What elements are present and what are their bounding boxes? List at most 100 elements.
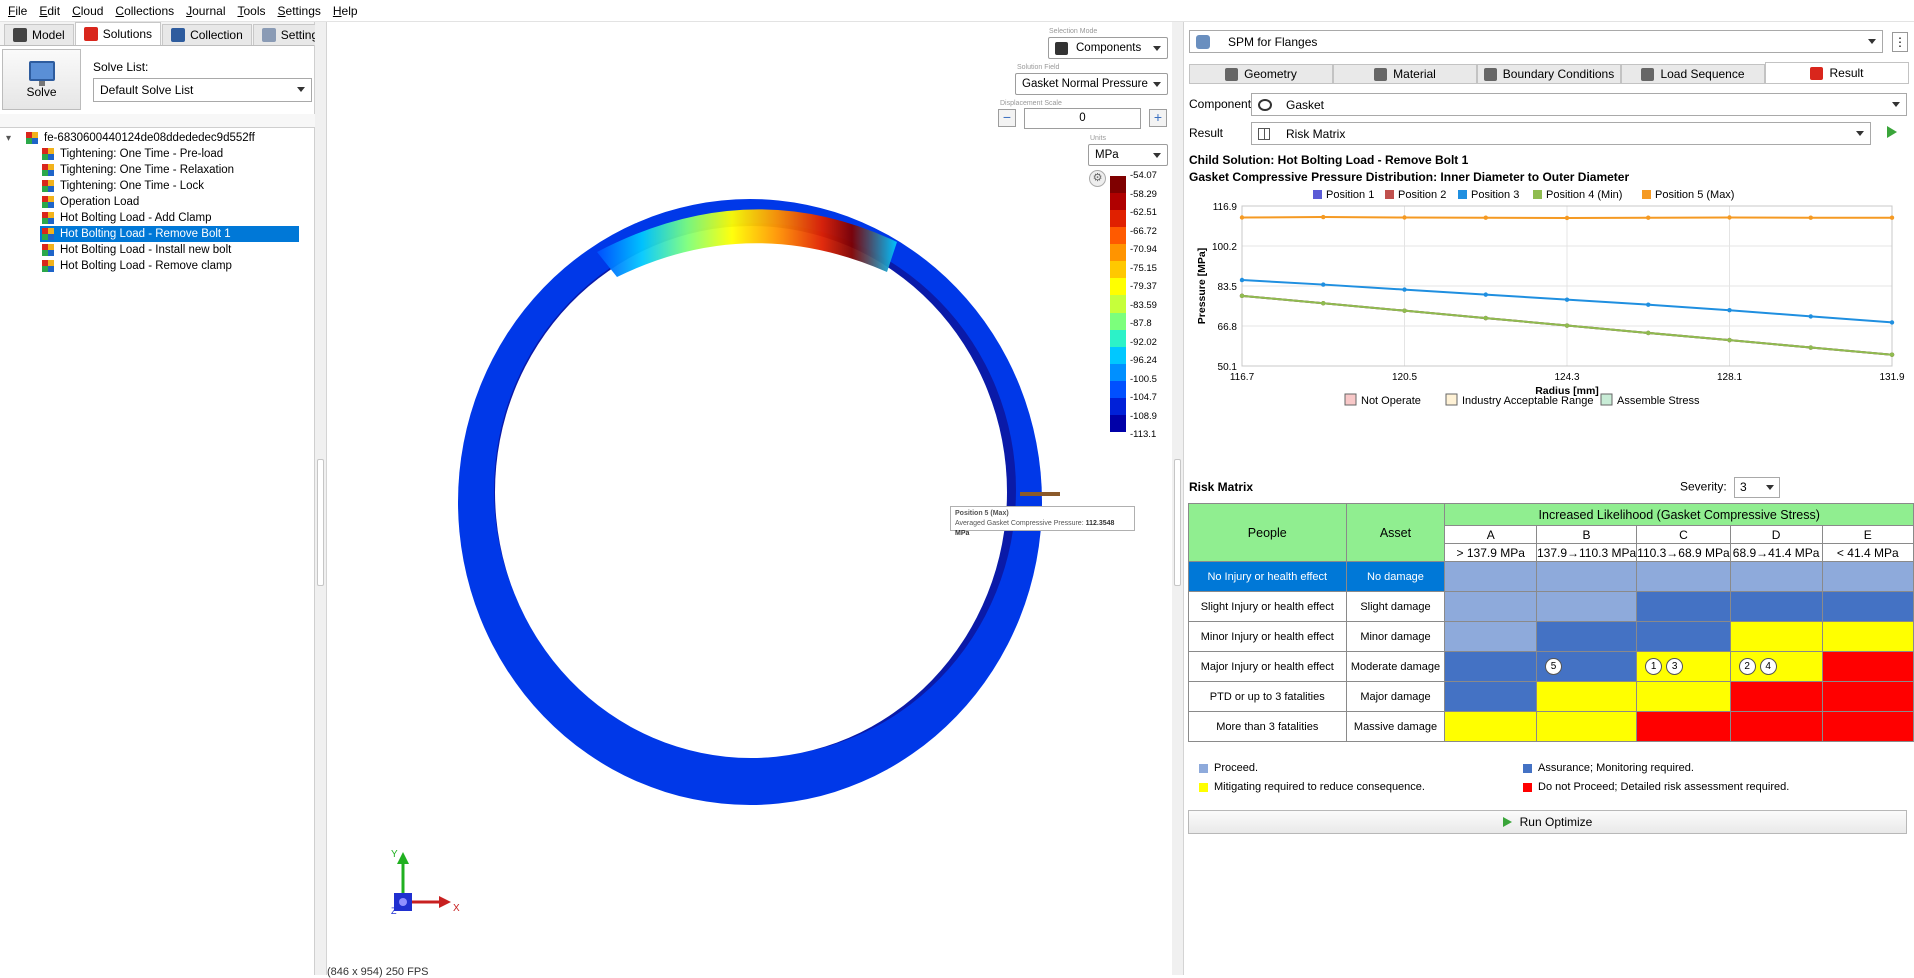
right-splitter[interactable]	[1172, 22, 1184, 975]
position-marker[interactable]: 1	[1645, 658, 1663, 675]
component-dropdown[interactable]: Gasket	[1251, 93, 1907, 116]
tab-load-sequence[interactable]: Load Sequence	[1621, 64, 1765, 84]
menu-cloud[interactable]: Cloud	[72, 3, 104, 18]
matrix-cell[interactable]	[1821, 591, 1914, 622]
matrix-cell[interactable]	[1821, 621, 1914, 652]
solve-list-dropdown[interactable]: Default Solve List	[93, 78, 312, 102]
matrix-cell[interactable]	[1444, 621, 1537, 652]
tab-solutions[interactable]: Solutions	[74, 22, 162, 45]
matrix-cell[interactable]	[1444, 561, 1537, 592]
matrix-cell[interactable]	[1821, 711, 1914, 742]
people-cell[interactable]: Minor Injury or health effect	[1188, 621, 1347, 652]
key-label: Do not Proceed; Detailed risk assessment…	[1538, 781, 1790, 793]
matrix-cell[interactable]	[1535, 621, 1638, 652]
menu-collections[interactable]: Collections	[115, 3, 175, 18]
tree-item[interactable]: Hot Bolting Load - Remove Bolt 1	[40, 226, 299, 242]
asset-cell[interactable]: Major damage	[1345, 681, 1446, 712]
matrix-cell[interactable]	[1821, 681, 1914, 712]
go-arrow-icon[interactable]	[1887, 126, 1897, 138]
more-options-button[interactable]: ⋮	[1892, 32, 1908, 52]
matrix-cell[interactable]	[1444, 651, 1537, 682]
tree-item[interactable]: Operation Load	[40, 194, 299, 210]
solve-button[interactable]: Solve	[2, 49, 81, 110]
tab-settings[interactable]: Settings	[252, 24, 334, 45]
matrix-cell[interactable]	[1535, 711, 1638, 742]
matrix-cell[interactable]	[1535, 681, 1638, 712]
run-optimize-button[interactable]: Run Optimize	[1188, 810, 1907, 834]
tree-item[interactable]: Tightening: One Time - Pre-load	[40, 146, 299, 162]
splitter-grip[interactable]	[317, 459, 324, 586]
people-cell[interactable]: No Injury or health effect	[1188, 561, 1347, 592]
matrix-cell[interactable]	[1535, 591, 1638, 622]
position-marker[interactable]: 3	[1666, 658, 1684, 675]
matrix-cell[interactable]	[1636, 621, 1731, 652]
legend-swatch	[1110, 329, 1126, 347]
color-legend-labels: -54.07 -58.29 -62.51 -66.72 -70.94 -75.15 -79.…	[1130, 170, 1157, 440]
matrix-cell[interactable]	[1729, 591, 1823, 622]
matrix-cell[interactable]	[1729, 681, 1823, 712]
asset-cell[interactable]: Slight damage	[1345, 591, 1446, 622]
solution-field-dropdown[interactable]: Gasket Normal Pressure	[1015, 73, 1168, 95]
splitter-grip[interactable]	[1174, 459, 1181, 586]
collapse-icon[interactable]: ▾	[6, 132, 12, 144]
people-cell[interactable]: More than 3 fatalities	[1188, 711, 1347, 742]
menu-tools[interactable]: Tools	[237, 3, 266, 18]
units-dropdown[interactable]: MPa	[1088, 144, 1168, 166]
tree-item[interactable]: Hot Bolting Load - Install new bolt	[40, 242, 299, 258]
matrix-cell[interactable]	[1636, 681, 1731, 712]
matrix-cell[interactable]	[1444, 681, 1537, 712]
position-marker[interactable]: 4	[1759, 658, 1777, 675]
tab-model[interactable]: Model	[4, 24, 74, 45]
selection-mode-dropdown[interactable]: Components	[1048, 37, 1168, 59]
asset-cell[interactable]: No damage	[1345, 561, 1446, 592]
position-marker[interactable]: 5	[1544, 658, 1562, 675]
tree-item[interactable]: Tightening: One Time - Lock	[40, 178, 299, 194]
menu-edit[interactable]: Edit	[39, 3, 61, 18]
tab-collection[interactable]: Collection	[162, 24, 252, 45]
increase-scale-button[interactable]: +	[1149, 109, 1167, 127]
matrix-cell[interactable]	[1636, 561, 1731, 592]
menu-file[interactable]: File	[8, 3, 28, 18]
matrix-cell[interactable]	[1636, 591, 1731, 622]
matrix-cell[interactable]	[1821, 651, 1914, 682]
matrix-cell[interactable]	[1729, 621, 1823, 652]
matrix-cell[interactable]	[1444, 591, 1537, 622]
menu-settings[interactable]: Settings	[277, 3, 321, 18]
tree-item[interactable]: Hot Bolting Load - Remove clamp	[40, 258, 299, 274]
result-dropdown[interactable]: Risk Matrix	[1251, 122, 1871, 145]
app-dropdown[interactable]: SPM for Flanges	[1189, 30, 1883, 53]
asset-cell[interactable]: Massive damage	[1345, 711, 1446, 742]
matrix-cell[interactable]	[1821, 561, 1914, 592]
tree-item[interactable]: Hot Bolting Load - Add Clamp	[40, 210, 299, 226]
tab-geometry[interactable]: Geometry	[1189, 64, 1333, 84]
asset-cell[interactable]: Minor damage	[1345, 621, 1446, 652]
left-splitter[interactable]	[315, 22, 327, 975]
people-cell[interactable]: Slight Injury or health effect	[1188, 591, 1347, 622]
decrease-scale-button[interactable]: −	[998, 109, 1016, 127]
tab-boundary-conditions[interactable]: Boundary Conditions	[1477, 64, 1621, 84]
tree-item[interactable]: Tightening: One Time - Relaxation	[40, 162, 299, 178]
tree-root[interactable]: ▾ fe-6830600440124de08ddededec9d552ff	[0, 130, 315, 146]
gear-icon[interactable]: ⚙	[1089, 170, 1106, 187]
3d-viewport[interactable]: Y X Z Selection Mode Components Solution…	[327, 22, 1172, 978]
matrix-cell[interactable]	[1444, 711, 1537, 742]
displacement-scale-input[interactable]: 0	[1024, 108, 1141, 129]
x-tick-label: 120.5	[1392, 372, 1417, 383]
severity-dropdown[interactable]: 3	[1734, 477, 1781, 498]
tab-result[interactable]: Result	[1765, 62, 1909, 84]
position-marker[interactable]: 2	[1738, 658, 1756, 675]
menu-help[interactable]: Help	[332, 3, 358, 18]
matrix-cell[interactable]	[1729, 561, 1823, 592]
matrix-cell[interactable]	[1729, 711, 1823, 742]
matrix-cell[interactable]	[1636, 711, 1731, 742]
matrix-cell[interactable]: 5	[1535, 651, 1638, 682]
tab-material[interactable]: Material	[1333, 64, 1477, 84]
asset-cell[interactable]: Moderate damage	[1345, 651, 1446, 682]
people-cell[interactable]: Major Injury or health effect	[1188, 651, 1347, 682]
menu-journal[interactable]: Journal	[186, 3, 226, 18]
run-optimize-label: Run Optimize	[1519, 815, 1593, 829]
people-cell[interactable]: PTD or up to 3 fatalities	[1188, 681, 1347, 712]
matrix-cell[interactable]	[1535, 561, 1638, 592]
